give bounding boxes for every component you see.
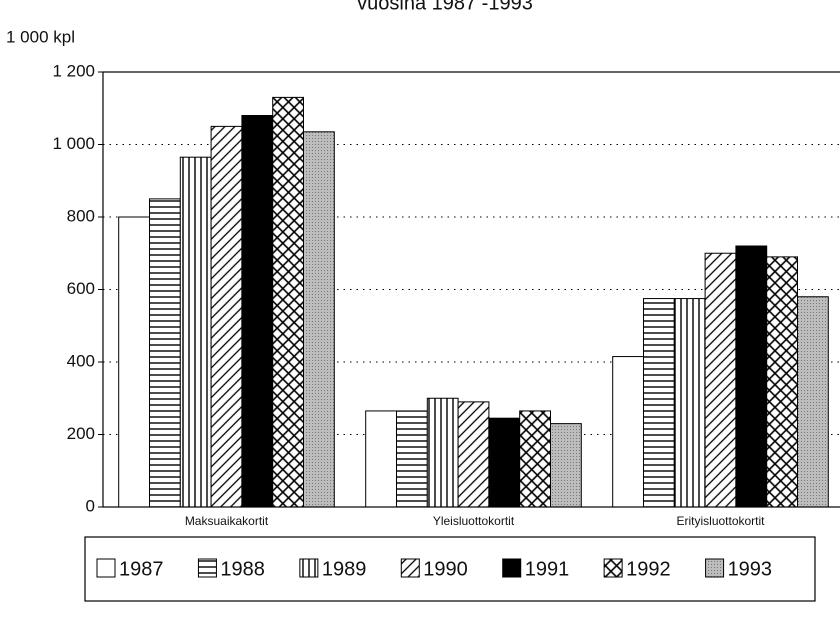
x-tick-label: Maksuaikakortit: [185, 514, 269, 528]
bar: [612, 356, 645, 508]
plot-frame: [102, 71, 840, 508]
bar: [179, 156, 212, 508]
x-tick-label: Erityisluottokortit: [676, 514, 765, 528]
legend-label: 1993: [728, 558, 773, 580]
bar: [488, 417, 521, 508]
bar: [735, 245, 768, 508]
legend-label: 1991: [525, 558, 570, 580]
legend-swatch: [400, 558, 420, 578]
bar: [210, 125, 243, 508]
y-axis-label: 1 000 kpl: [6, 27, 75, 46]
bar: [457, 401, 490, 508]
legend-label: 1990: [423, 558, 468, 580]
bar: [704, 252, 737, 508]
bar: [519, 410, 552, 508]
legend-swatch: [299, 558, 319, 578]
y-tick-label: 1 000: [52, 134, 95, 153]
bar: [797, 296, 829, 508]
bar: [426, 397, 459, 508]
x-tick-label: Yleisluottokortit: [433, 514, 515, 528]
bar: [272, 96, 305, 508]
bar: [118, 216, 150, 508]
y-tick-label: 200: [67, 424, 95, 443]
y-tick-label: 400: [67, 351, 95, 370]
bar: [766, 256, 799, 508]
legend-swatch: [502, 558, 522, 578]
legend-label: 1987: [119, 558, 164, 580]
bar: [149, 198, 181, 508]
bar: [673, 298, 706, 508]
legend-swatch: [96, 558, 116, 578]
bar: [550, 423, 582, 508]
y-tick-label: 1 200: [52, 61, 95, 80]
legend-swatch: [705, 558, 725, 578]
chart-title: vuosina 1987 -1993: [357, 0, 533, 14]
bar: [241, 115, 274, 508]
bar: [396, 410, 428, 508]
legend-label: 1988: [220, 558, 265, 580]
legend-label: 1989: [322, 558, 367, 580]
legend-swatch: [603, 558, 623, 578]
y-tick-label: 800: [67, 206, 95, 225]
legend-label: 1992: [626, 558, 671, 580]
legend-swatch: [197, 558, 217, 578]
bar: [643, 298, 675, 508]
y-tick-label: 0: [86, 496, 95, 515]
y-tick-label: 600: [67, 279, 95, 298]
bar: [303, 131, 335, 508]
bar: [365, 410, 398, 508]
